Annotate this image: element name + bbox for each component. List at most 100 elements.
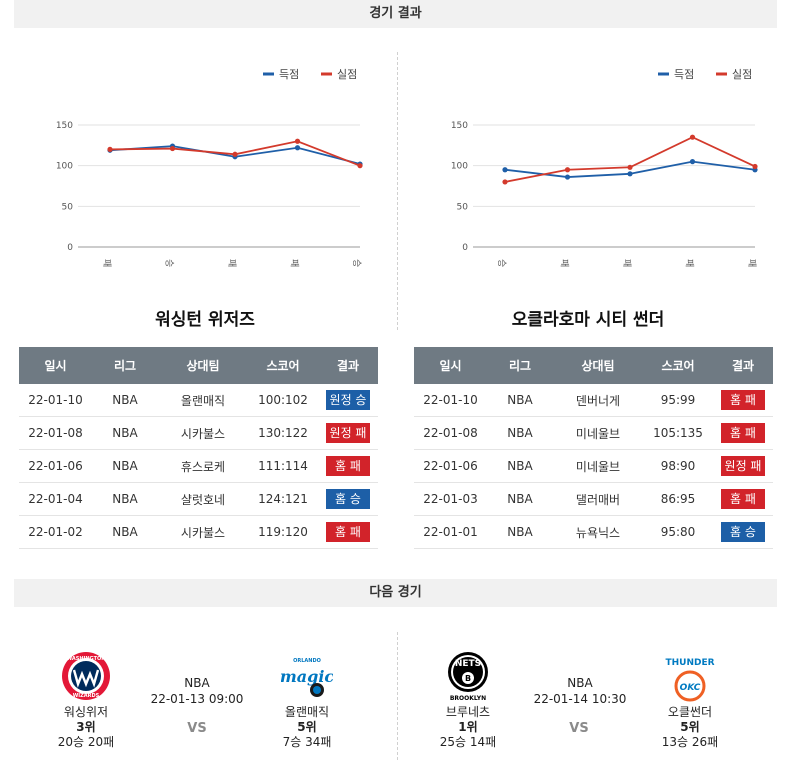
- results-table-thunder: 일시 리그 상대팀 스코어 결과 22-01-10 NBA 덴버너게 95:99 홈 패…: [414, 347, 773, 549]
- cell-league: NBA: [92, 515, 158, 549]
- next-game-1-away: 올랜매직 5위 7승 34패: [252, 705, 362, 750]
- next-game-1-info: NBA 22-01-13 09:00: [137, 675, 257, 707]
- team-record: 25승 14패: [439, 735, 497, 749]
- wizards-logo: WASHINGTON WIZARDS: [62, 652, 110, 700]
- x-tick-label: 패: [226, 259, 237, 267]
- chart-thunder: 0 50 100 150 승 패 패 패 패 득점 실점: [451, 68, 758, 267]
- data-point: [627, 171, 633, 177]
- nets-logo: NETS B BROOKLYN: [448, 652, 488, 702]
- result-badge: 홈 패: [721, 423, 765, 443]
- table-row: 22-01-03 NBA 댈러매버 86:95 홈 패: [414, 482, 773, 516]
- legend-scored-label: 득점: [674, 68, 694, 81]
- header-opponent: 상대팀: [158, 347, 248, 384]
- vs-label: VS: [569, 721, 589, 736]
- data-point: [564, 167, 571, 173]
- cell-score: 119:120: [248, 515, 318, 549]
- svg-text:B: B: [465, 674, 471, 683]
- result-badge: 홈 패: [326, 522, 370, 542]
- team-name: 오클썬더: [667, 705, 713, 719]
- x-tick-label: 승: [496, 259, 507, 267]
- wizards-logo-bottom-text: WIZARDS: [73, 693, 100, 699]
- team-title-thunder: 오클라호마 시티 썬더: [511, 310, 665, 330]
- data-point: [294, 138, 301, 144]
- cell-opponent: 샬럿호네: [158, 482, 248, 516]
- y-tick-label: 0: [67, 243, 73, 253]
- cell-date: 22-01-06: [19, 449, 92, 483]
- data-point: [232, 151, 238, 157]
- cell-date: 22-01-06: [414, 449, 487, 483]
- header-result: 결과: [318, 347, 378, 384]
- team-rank: 3위: [76, 720, 96, 734]
- cell-league: NBA: [487, 416, 553, 450]
- team-record: 20승 20패: [57, 735, 115, 749]
- y-tick-label: 0: [462, 243, 468, 253]
- cell-opponent: 시카불스: [158, 416, 248, 450]
- cell-result: 홈 승: [318, 482, 378, 516]
- cell-opponent: 올랜매직: [158, 384, 248, 417]
- team-record: 13승 26패: [661, 735, 719, 749]
- legend-conceded-label: 실점: [732, 68, 752, 81]
- y-tick-label: 100: [56, 162, 73, 172]
- results-table-wizards: 일시 리그 상대팀 스코어 결과 22-01-10 NBA 올랜매직 100:102 원…: [19, 347, 378, 549]
- table-row: 22-01-08 NBA 미네울브 105:135 홈 패: [414, 416, 773, 450]
- cell-league: NBA: [92, 482, 158, 516]
- team-name: 브루네츠: [445, 705, 491, 719]
- cell-opponent: 미네울브: [553, 449, 643, 483]
- table-row: 22-01-08 NBA 시카불스 130:122 원정 패: [19, 416, 378, 450]
- result-badge: 홈 승: [326, 489, 370, 509]
- cell-score: 124:121: [248, 482, 318, 516]
- result-badge: 홈 패: [721, 489, 765, 509]
- table-row: 22-01-01 NBA 뉴욕닉스 95:80 홈 승: [414, 515, 773, 549]
- thunder-logo: THUNDER OKC: [665, 658, 715, 702]
- data-point: [107, 146, 113, 152]
- data-point: [357, 163, 363, 169]
- header-league: 리그: [92, 347, 158, 384]
- nets-logo-text: NETS: [455, 659, 481, 669]
- next-game-league: NBA: [184, 676, 210, 690]
- x-tick-label: 패: [684, 259, 695, 267]
- table-row: 22-01-06 NBA 미네울브 98:90 원정 패: [414, 449, 773, 483]
- header-result: 결과: [713, 347, 773, 384]
- cell-score: 105:135: [643, 416, 713, 450]
- cell-opponent: 덴버너게: [553, 384, 643, 417]
- cell-result: 홈 패: [713, 482, 773, 516]
- data-point: [502, 179, 508, 185]
- result-badge: 원정 패: [326, 423, 370, 443]
- x-tick-label: 승: [164, 259, 175, 267]
- next-game-datetime: 22-01-13 09:00: [150, 692, 244, 706]
- next-game-league: NBA: [567, 676, 593, 690]
- result-badge: 원정 패: [721, 456, 765, 476]
- cell-league: NBA: [92, 384, 158, 417]
- wizards-logo-top-text: WASHINGTON: [67, 656, 106, 662]
- result-badge: 홈 패: [721, 390, 765, 410]
- next-divider: [397, 632, 398, 760]
- data-point: [169, 145, 176, 152]
- cell-score: 86:95: [643, 482, 713, 516]
- cell-score: 130:122: [248, 416, 318, 450]
- results-section-title: 경기 결과: [14, 0, 777, 28]
- next-game-2-home: 브루네츠 1위 25승 14패: [413, 705, 523, 750]
- cell-opponent: 시카불스: [158, 515, 248, 549]
- y-tick-label: 50: [457, 202, 469, 212]
- cell-date: 22-01-03: [414, 482, 487, 516]
- y-tick-label: 100: [451, 162, 468, 172]
- cell-league: NBA: [487, 449, 553, 483]
- team-record: 7승 34패: [282, 735, 332, 749]
- data-point: [294, 145, 301, 151]
- table-row: 22-01-04 NBA 샬럿호네 124:121 홈 승: [19, 482, 378, 516]
- result-badge: 홈 패: [326, 456, 370, 476]
- team-rank: 5위: [680, 720, 700, 734]
- magic-logo-text: magic: [281, 667, 333, 686]
- thunder-logo-okc-text: OKC: [680, 683, 701, 693]
- magic-logo: ORLANDO magic: [281, 658, 333, 697]
- table-row: 22-01-02 NBA 시카불스 119:120 홈 패: [19, 515, 378, 549]
- cell-result: 홈 패: [318, 449, 378, 483]
- cell-league: NBA: [92, 449, 158, 483]
- data-point: [752, 163, 758, 170]
- vs-label: VS: [187, 721, 207, 736]
- cell-date: 22-01-01: [414, 515, 487, 549]
- x-tick-label: 패: [746, 259, 757, 267]
- magic-logo-top-text: ORLANDO: [293, 658, 321, 664]
- cell-result: 원정 패: [713, 449, 773, 483]
- x-tick-label: 승: [351, 259, 362, 267]
